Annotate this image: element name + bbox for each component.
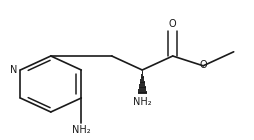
Text: NH₂: NH₂ (72, 125, 91, 135)
Text: N: N (10, 65, 17, 75)
Text: O: O (169, 19, 177, 29)
Text: O: O (199, 60, 207, 70)
Text: NH₂: NH₂ (133, 97, 152, 107)
